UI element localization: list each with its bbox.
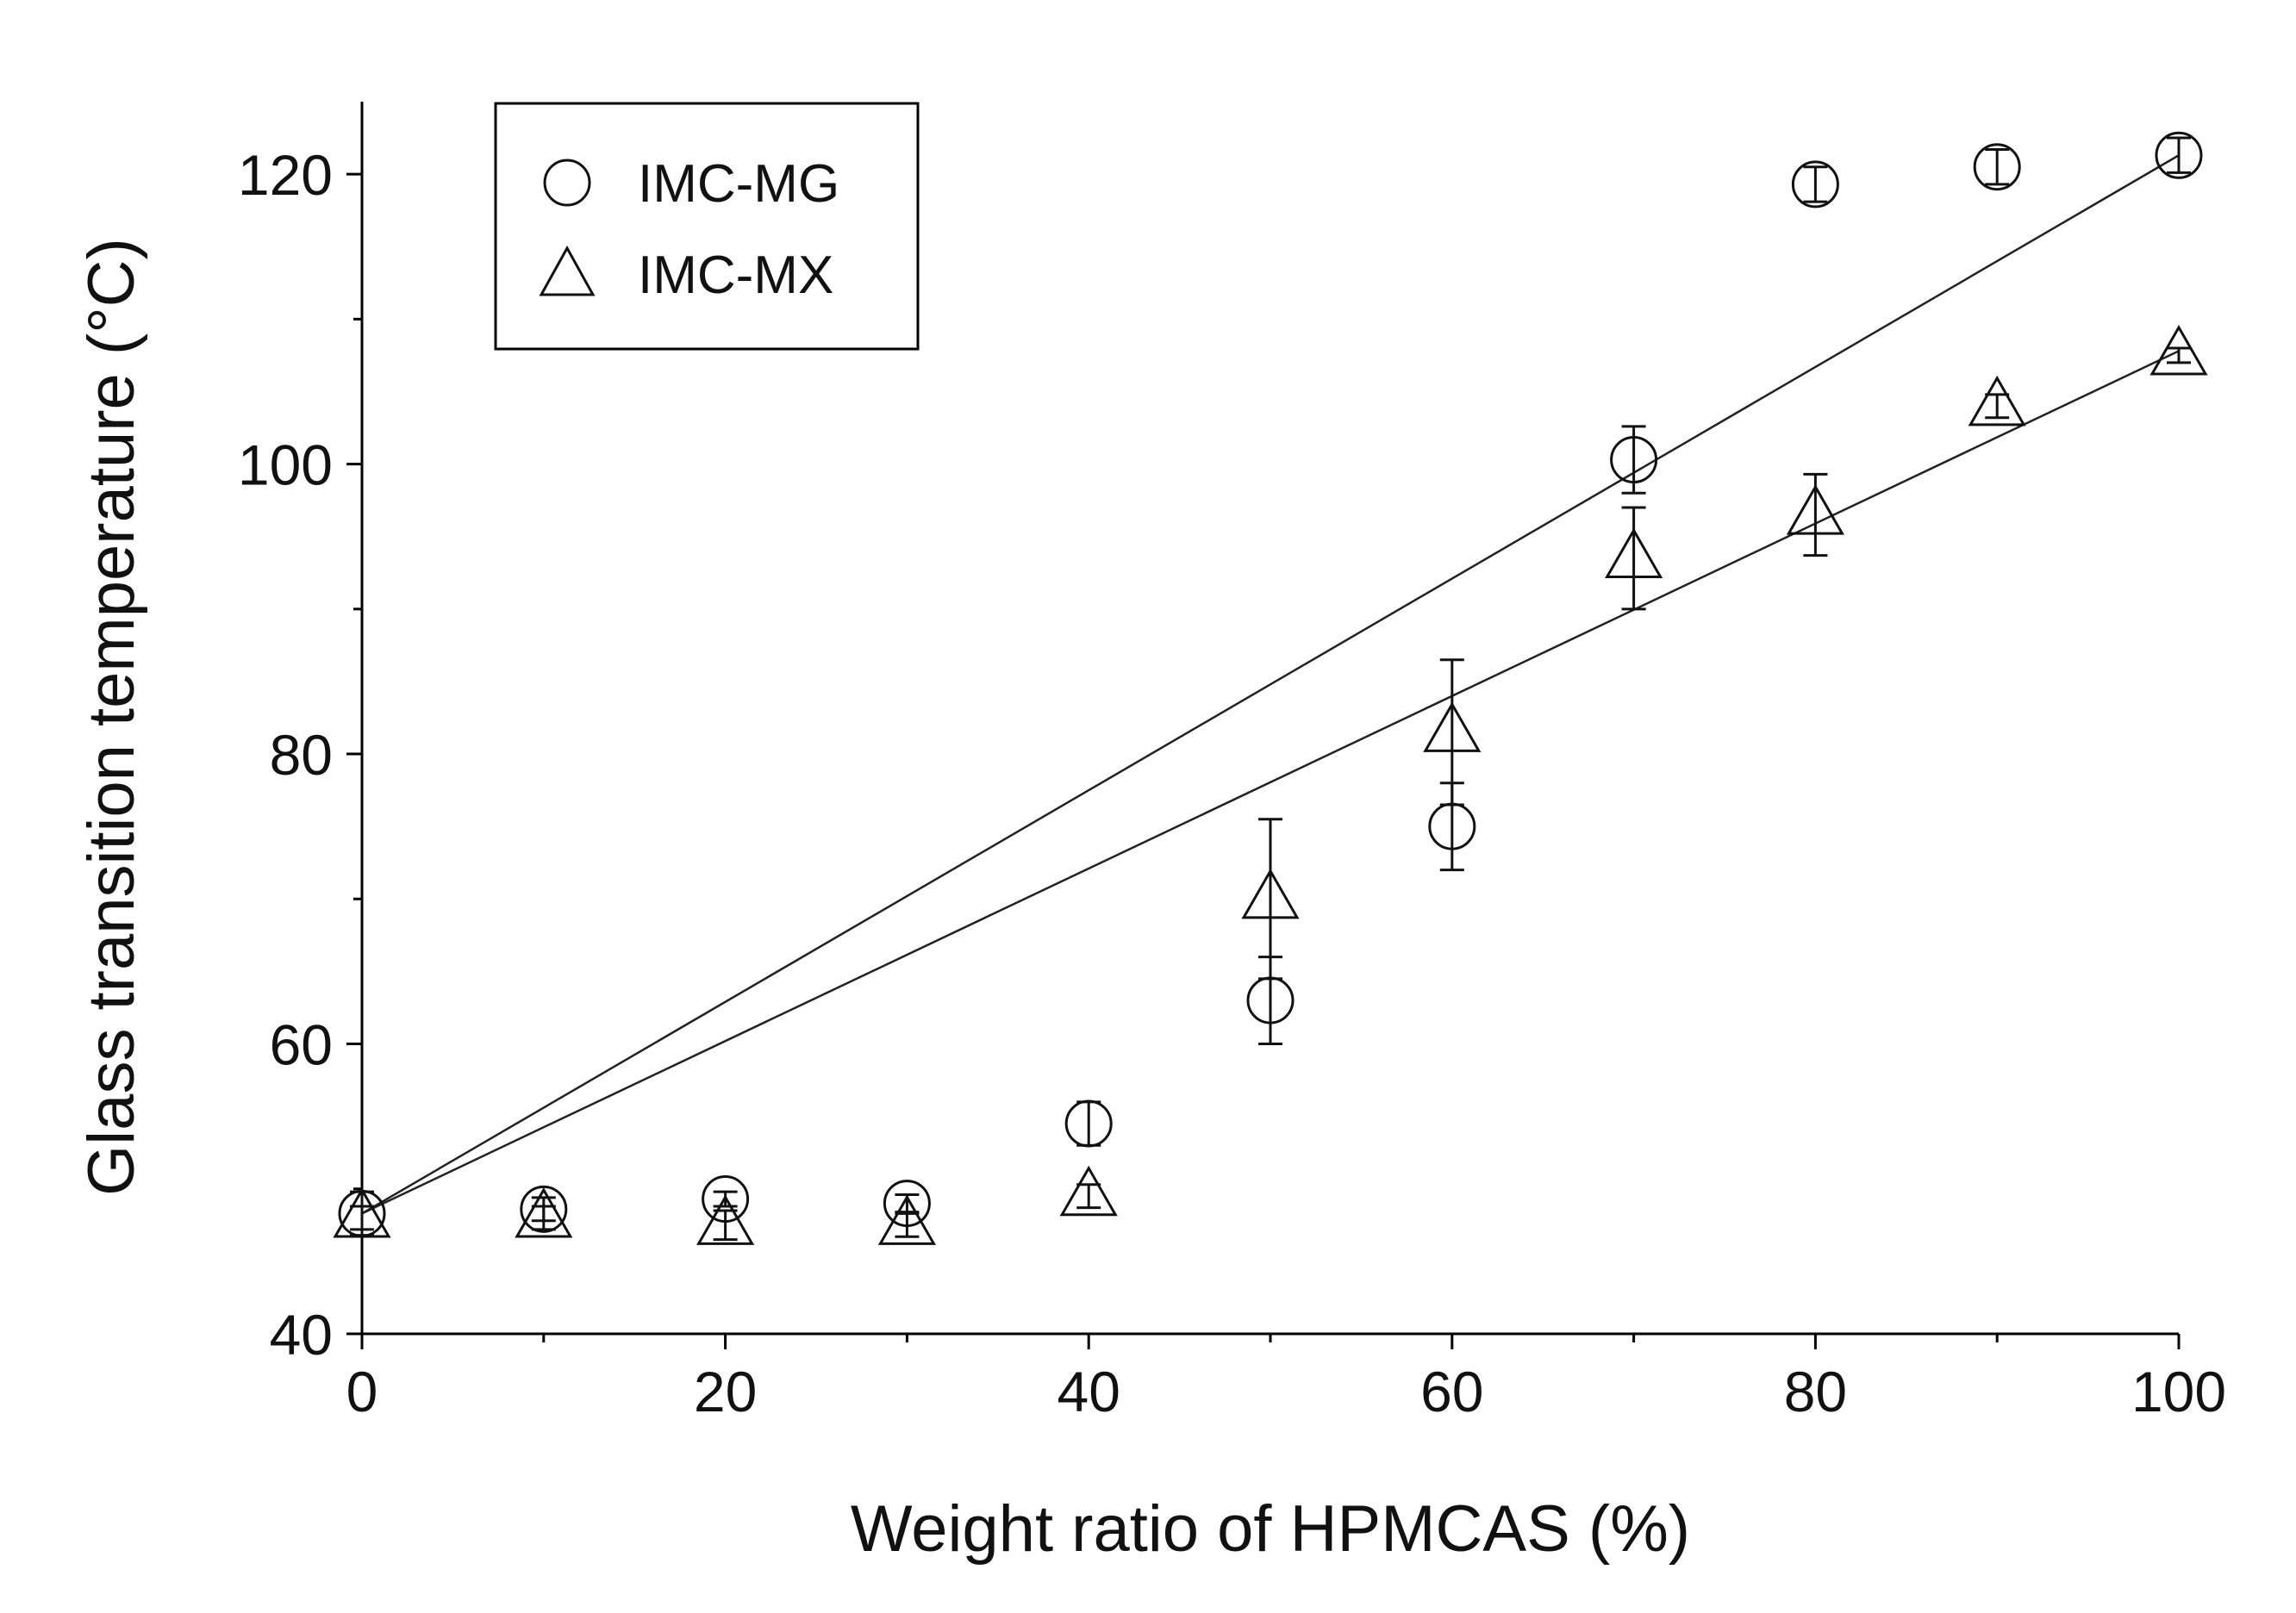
point-imc-mx — [1241, 868, 1300, 919]
point-imc-mg — [2155, 131, 2203, 179]
point-imc-mx — [1059, 1165, 1118, 1217]
point-imc-mg — [520, 1185, 568, 1233]
x-tick-label: 0 — [346, 1360, 378, 1423]
x-tick-label: 60 — [1420, 1360, 1483, 1423]
x-axis-title: Weight ratio of HPMCAS (%) — [851, 1492, 1690, 1566]
y-tick-label: 120 — [238, 143, 333, 207]
y-axis-title: Glass transition temperature (°C) — [75, 238, 148, 1196]
legend-label-imc-mx: IMC-MX — [638, 246, 833, 305]
point-imc-mx — [1786, 484, 1844, 535]
point-imc-mg — [1610, 436, 1658, 484]
x-tick-label: 40 — [1057, 1360, 1120, 1423]
point-imc-mg — [1973, 143, 2021, 191]
legend-circle-icon — [543, 159, 591, 207]
data-points — [333, 131, 2208, 1245]
x-tick-label: 80 — [1784, 1360, 1847, 1423]
point-imc-mx — [333, 1186, 391, 1238]
fit-line-imc-mg — [361, 154, 2180, 1215]
y-tick-label: 100 — [238, 433, 333, 497]
point-imc-mx — [1605, 527, 1663, 579]
point-imc-mx — [1423, 701, 1482, 752]
x-tick-label: 100 — [2131, 1360, 2226, 1423]
y-tick-label: 80 — [270, 723, 333, 787]
axes: 0 20 40 60 80 100 40 60 80 100 120 — [238, 102, 2226, 1423]
fit-lines — [361, 154, 2180, 1215]
point-imc-mg — [1064, 1099, 1113, 1148]
point-imc-mx — [877, 1194, 936, 1245]
legend-triangle-icon — [539, 245, 596, 296]
legend-box — [494, 102, 920, 351]
point-imc-mx — [515, 1186, 573, 1238]
legend: IMC-MG IMC-MX — [494, 102, 920, 351]
point-imc-mx — [696, 1194, 755, 1245]
point-imc-mx — [2149, 324, 2208, 376]
point-imc-mx — [1968, 375, 2026, 427]
point-imc-mg — [1791, 160, 1839, 209]
y-tick-label: 60 — [270, 1013, 333, 1077]
y-tick-label: 40 — [270, 1303, 333, 1367]
fit-line-imc-mx — [361, 350, 2180, 1215]
legend-label-imc-mg: IMC-MG — [638, 154, 839, 214]
x-tick-label: 20 — [694, 1360, 757, 1423]
